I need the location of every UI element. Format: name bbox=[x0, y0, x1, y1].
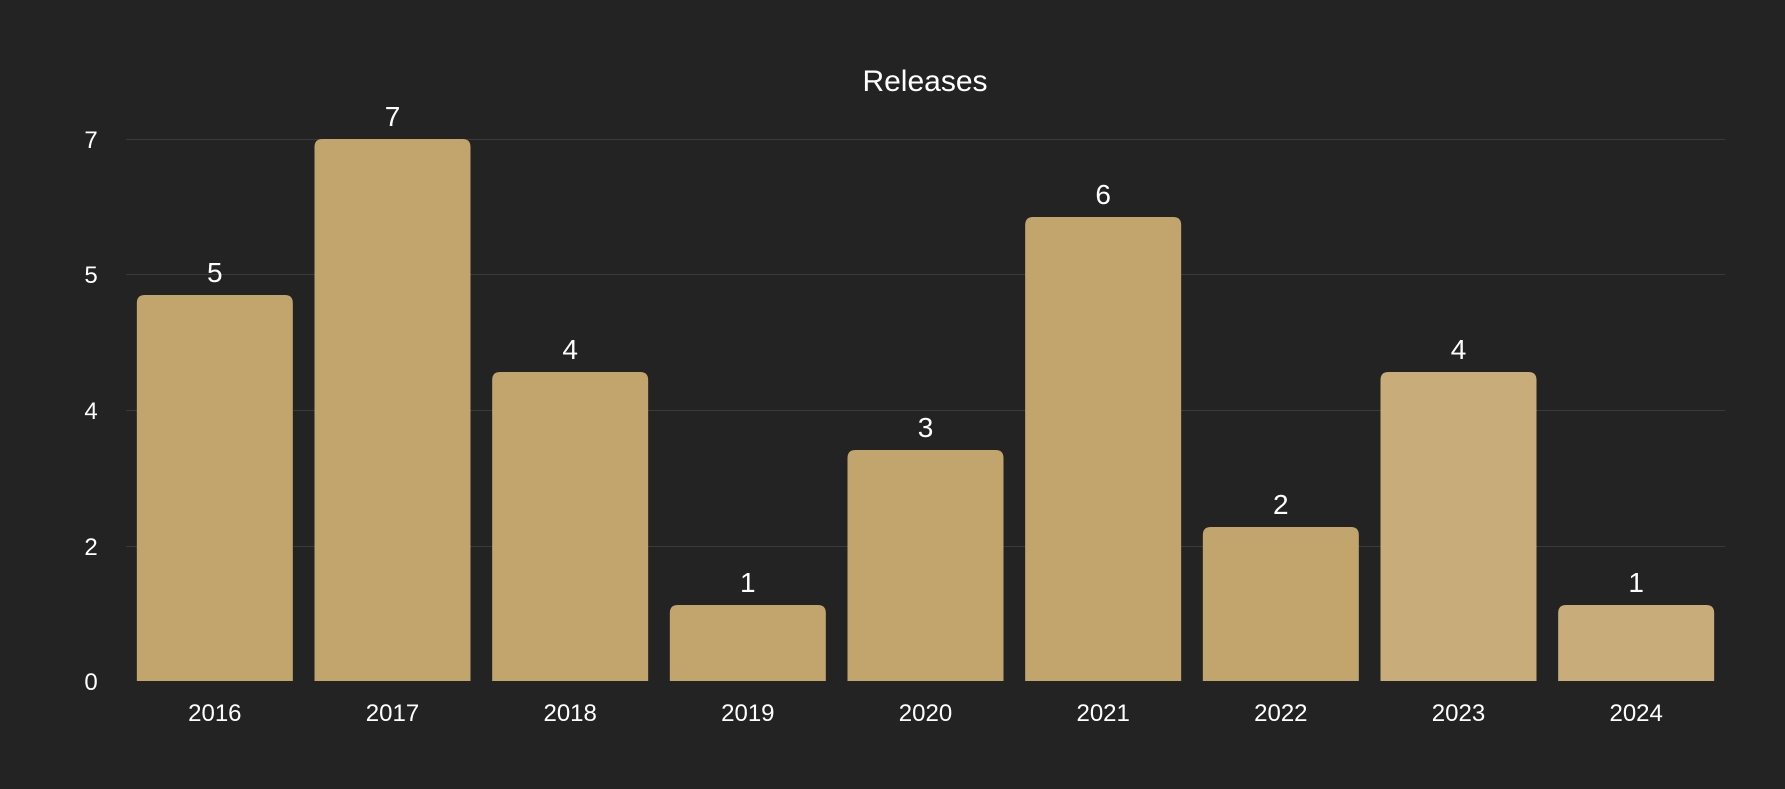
bar-layer bbox=[136, 139, 1715, 681]
y-tick-label-4: 4 bbox=[84, 398, 97, 425]
value-label-2020: 3 bbox=[918, 412, 934, 443]
bar-2022 bbox=[1202, 527, 1359, 681]
x-tick-label-2016: 2016 bbox=[188, 700, 241, 727]
x-tick-label-2020: 2020 bbox=[899, 700, 952, 727]
bar-2020 bbox=[847, 450, 1004, 681]
bar-2019 bbox=[669, 605, 826, 681]
x-tick-label-2019: 2019 bbox=[721, 700, 774, 727]
value-label-2024: 1 bbox=[1628, 567, 1644, 598]
y-tick-label-5: 5 bbox=[84, 262, 97, 289]
x-tick-label-2017: 2017 bbox=[366, 700, 419, 727]
bar-2021 bbox=[1025, 217, 1182, 681]
value-label-2022: 2 bbox=[1273, 489, 1289, 520]
value-label-2016: 5 bbox=[207, 257, 223, 288]
value-label-2018: 4 bbox=[562, 334, 578, 365]
value-label-2019: 1 bbox=[740, 567, 756, 598]
x-tick-label-2021: 2021 bbox=[1076, 700, 1129, 727]
bar-2018 bbox=[492, 372, 649, 681]
value-label-2021: 6 bbox=[1095, 179, 1111, 210]
bar-2023 bbox=[1380, 372, 1537, 681]
x-tick-label-2023: 2023 bbox=[1432, 700, 1485, 727]
y-tick-label-0: 0 bbox=[84, 669, 97, 696]
bar-2024 bbox=[1558, 605, 1715, 681]
value-label-2017: 7 bbox=[385, 101, 401, 132]
bar-2016 bbox=[136, 295, 293, 681]
y-tick-label-2: 2 bbox=[84, 534, 97, 561]
x-tick-label-2022: 2022 bbox=[1254, 700, 1307, 727]
value-label-2023: 4 bbox=[1451, 334, 1467, 365]
y-tick-label-7: 7 bbox=[84, 127, 97, 154]
bar-2017 bbox=[314, 139, 471, 681]
label-layer: 0 2 4 5 7 5 2016 7 2017 4 2018 1 2019 3 2020 6 2021 2 2022… bbox=[84, 101, 1663, 727]
chart-title: Releases bbox=[862, 65, 987, 98]
x-tick-label-2018: 2018 bbox=[543, 700, 596, 727]
x-tick-label-2024: 2024 bbox=[1609, 700, 1662, 727]
